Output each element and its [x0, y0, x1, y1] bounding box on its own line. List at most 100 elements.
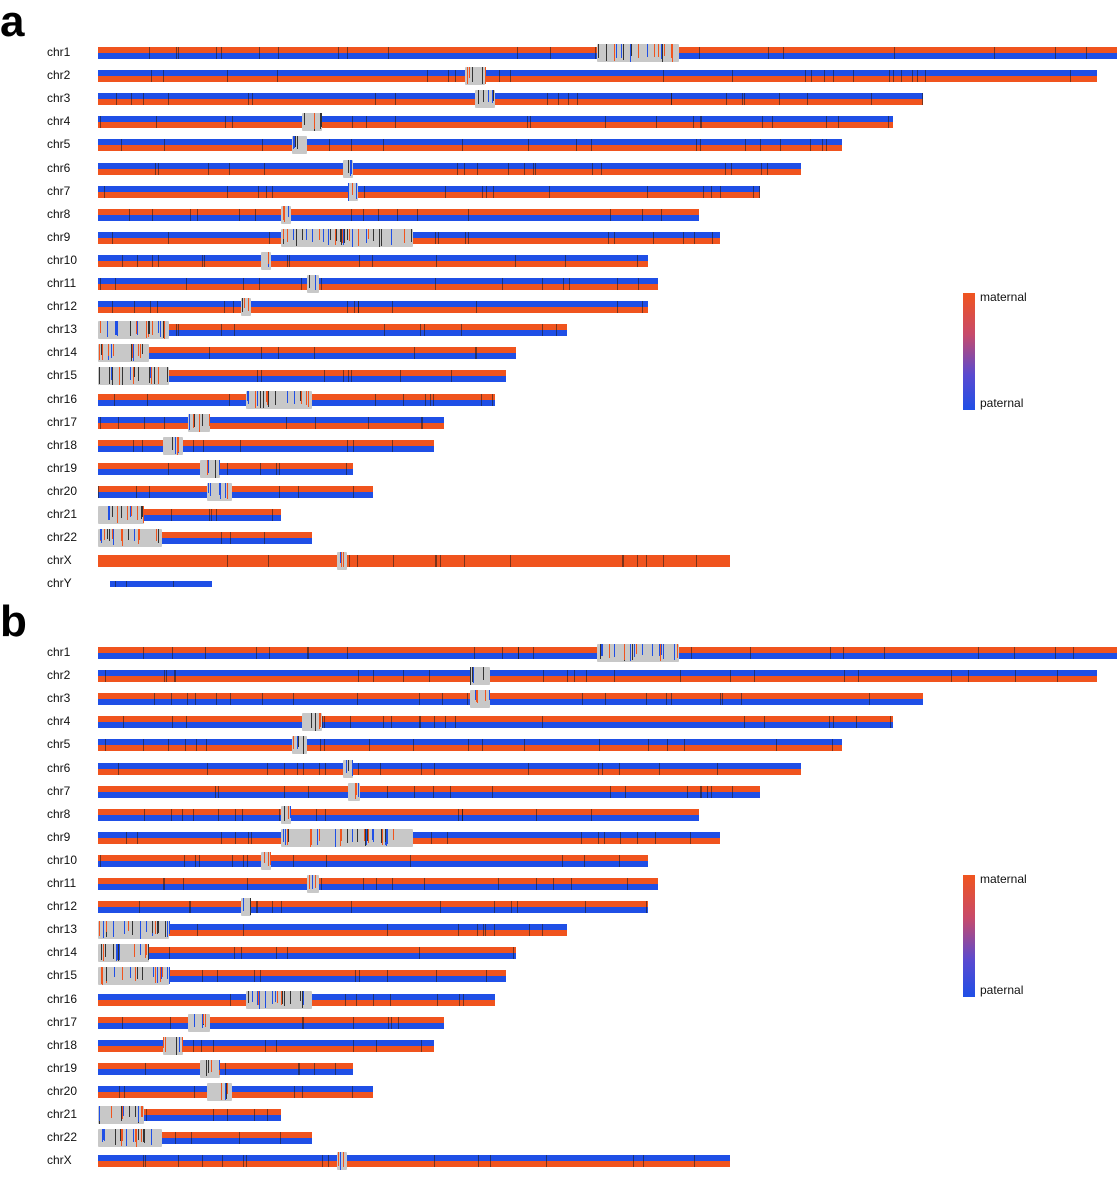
switch-tick	[463, 993, 464, 1006]
chromosome-label-chr19: chr19	[47, 460, 78, 475]
gap-mark	[132, 344, 133, 359]
gap-mark	[108, 506, 109, 520]
gap-mark	[365, 828, 366, 846]
switch-tick	[218, 808, 219, 821]
gap-mark	[142, 1106, 143, 1117]
switch-tick	[811, 70, 812, 83]
switch-tick	[722, 693, 723, 706]
gap-mark	[352, 182, 353, 195]
switch-tick	[427, 70, 428, 83]
haplotype-strand-top	[98, 739, 842, 746]
gap-mark	[260, 390, 261, 408]
switch-tick	[683, 231, 684, 244]
gap-mark	[315, 713, 316, 732]
switch-tick	[447, 831, 448, 844]
switch-tick	[1015, 670, 1016, 683]
gap-mark	[182, 1036, 183, 1052]
unassigned-region	[241, 898, 251, 917]
switch-tick	[637, 254, 638, 267]
switch-tick	[227, 462, 228, 475]
switch-tick	[347, 647, 348, 659]
chromosome-label-chr22: chr22	[47, 530, 78, 545]
gap-mark	[130, 506, 131, 517]
switch-tick	[726, 93, 727, 106]
switch-tick	[315, 416, 316, 429]
switch-tick	[322, 1155, 323, 1168]
switch-tick	[951, 670, 952, 683]
gap-mark	[164, 321, 165, 340]
haplotype-strand-top	[98, 878, 658, 884]
switch-tick	[232, 116, 233, 129]
switch-tick	[1055, 47, 1056, 59]
gap-mark	[342, 228, 343, 243]
switch-tick	[647, 185, 648, 198]
gap-mark	[343, 552, 344, 568]
switch-tick	[307, 647, 308, 659]
gap-mark	[368, 228, 369, 239]
switch-tick	[448, 70, 449, 83]
gap-mark	[163, 1036, 164, 1048]
switch-tick	[435, 231, 436, 244]
chromosome-label-chr16: chr16	[47, 391, 78, 406]
chromosome-label-chr15: chr15	[47, 368, 78, 383]
switch-tick	[246, 1155, 247, 1168]
unassigned-region	[343, 159, 353, 178]
gap-mark	[282, 990, 283, 1004]
gap-mark	[284, 205, 285, 222]
switch-tick	[357, 693, 358, 706]
haplotype-strand-top	[98, 1132, 312, 1139]
switch-tick	[422, 416, 423, 429]
switch-tick	[542, 278, 543, 290]
switch-tick	[243, 924, 244, 937]
switch-tick	[176, 47, 177, 59]
switch-tick	[261, 370, 262, 383]
gap-mark	[194, 413, 195, 427]
gap-mark	[475, 690, 476, 701]
switch-tick	[166, 670, 167, 683]
switch-tick	[266, 185, 267, 198]
gap-mark	[255, 390, 256, 408]
gap-mark	[647, 44, 648, 57]
switch-tick	[395, 116, 396, 129]
chromosome-bar-chr21	[98, 1109, 281, 1121]
switch-tick	[421, 762, 422, 775]
switch-tick	[403, 393, 404, 406]
gap-mark	[129, 1106, 130, 1117]
switch-tick	[832, 739, 833, 752]
switch-tick	[994, 47, 995, 59]
switch-tick	[145, 1155, 146, 1168]
switch-tick	[372, 254, 373, 267]
haplotype-strand-top	[98, 139, 842, 146]
gap-mark	[315, 275, 316, 290]
gap-mark	[287, 828, 288, 845]
switch-tick	[257, 901, 258, 914]
switch-tick	[123, 716, 124, 729]
gap-mark	[122, 967, 123, 981]
gap-mark	[290, 990, 291, 1004]
switch-tick	[133, 439, 134, 452]
gap-mark	[140, 921, 141, 940]
switch-tick	[221, 831, 222, 844]
gap-mark	[150, 367, 151, 379]
gap-mark	[294, 136, 295, 149]
switch-tick	[143, 647, 144, 659]
gap-mark	[99, 1106, 100, 1121]
gap-mark	[288, 828, 289, 842]
switch-tick	[694, 1155, 695, 1168]
unassigned-region	[292, 136, 307, 155]
gap-mark	[165, 921, 166, 938]
gap-mark	[284, 990, 285, 1006]
gap-mark	[350, 159, 351, 176]
haplotype-strand-top	[98, 116, 893, 123]
gap-mark	[314, 113, 315, 130]
chromosome-label-chr13: chr13	[47, 922, 78, 937]
gap-mark	[356, 782, 357, 795]
gap-mark	[391, 228, 392, 245]
haplotype-strand-bottom	[98, 284, 658, 290]
gap-mark	[379, 228, 380, 247]
switch-tick	[335, 1062, 336, 1075]
switch-tick	[104, 185, 105, 198]
gap-mark	[131, 506, 132, 516]
switch-tick	[562, 854, 563, 867]
chromosome-label-chr3: chr3	[47, 91, 71, 106]
